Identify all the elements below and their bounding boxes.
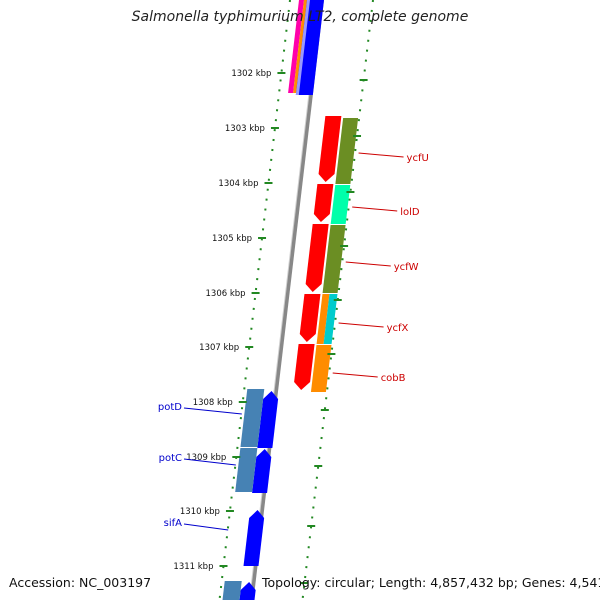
map-title: Salmonella typhimurium LT2, complete gen… xyxy=(131,9,469,25)
gene-label-ycfW: ycfW xyxy=(394,262,419,273)
left-guide-line xyxy=(218,0,291,601)
cog-box-bottom xyxy=(222,581,242,600)
gene-label-ycfX: ycfX xyxy=(387,323,409,334)
top-blue-cds xyxy=(295,0,324,95)
cog-box-potC xyxy=(235,448,258,492)
accession-text: Accession: NC_003197 xyxy=(9,575,152,590)
ruler-tick-label: 1307 kbp xyxy=(199,343,239,353)
ruler-tick-label: 1302 kbp xyxy=(231,69,271,79)
right-guide-line xyxy=(301,0,374,601)
gene-leader-line xyxy=(352,206,398,212)
gene-label-potC: potC xyxy=(159,453,182,464)
blue-cds-potC xyxy=(252,449,272,493)
gene-label-ycfU: ycfU xyxy=(407,153,429,164)
gene-labels: ycfU lolD ycfW ycfX cobB potD potC sifA xyxy=(158,152,429,531)
ruler-tick-label: 1309 kbp xyxy=(186,453,226,463)
ruler-tick-label: 1306 kbp xyxy=(206,289,246,299)
gene-leader-line xyxy=(358,152,404,158)
ruler-tick-label: 1308 kbp xyxy=(193,398,233,408)
ruler-tick-label: 1310 kbp xyxy=(180,507,220,517)
red-cds-4 xyxy=(299,294,321,342)
ruler-tick-label: 1304 kbp xyxy=(218,179,258,189)
red-cds-2 xyxy=(313,184,334,222)
gene-features xyxy=(222,0,359,600)
gene-leader-line xyxy=(345,261,391,267)
cog-box-ycfW xyxy=(322,225,346,293)
ruler-tick-label: 1311 kbp xyxy=(173,562,213,572)
red-cds-5 xyxy=(294,344,315,390)
backbone-line xyxy=(249,0,324,601)
genome-backbone xyxy=(249,0,324,601)
cog-box-cobB xyxy=(310,345,332,392)
gene-leader-line xyxy=(183,458,236,466)
cog-box-ycfX-cyan xyxy=(323,294,338,344)
gene-label-potD: potD xyxy=(158,402,182,413)
blue-cds-sifA xyxy=(243,510,265,566)
dotted-guide-lines xyxy=(218,0,374,601)
topology-text: Topology: circular; Length: 4,857,432 bp… xyxy=(262,575,600,590)
gene-leader-line xyxy=(183,523,229,531)
top-magenta-box xyxy=(288,0,304,93)
gene-leader-line xyxy=(332,372,378,378)
top-blue-cds-edge xyxy=(295,0,310,95)
ruler-tick-label: 1305 kbp xyxy=(212,234,252,244)
gene-leader-line xyxy=(338,322,384,328)
gene-label-cobB: cobB xyxy=(381,373,406,384)
cog-box-ycfX-orange xyxy=(316,294,330,344)
red-cds-3 xyxy=(305,224,329,292)
cog-box-ycfU xyxy=(335,118,359,184)
ruler-tick-label: 1303 kbp xyxy=(225,124,265,134)
kbp-ruler: 1302 kbp 1303 kbp 1304 kbp 1305 kbp 1306 kbp… xyxy=(173,69,368,584)
red-cds-1 xyxy=(318,116,342,182)
cog-box-potD xyxy=(240,389,265,447)
gene-label-lolD: lolD xyxy=(400,207,420,218)
gene-leader-line xyxy=(183,407,242,415)
gene-label-sifA: sifA xyxy=(164,518,183,529)
cog-box-lolD xyxy=(330,185,351,224)
blue-cds-potD xyxy=(257,391,279,448)
blue-cds-bottom xyxy=(239,582,256,600)
backbone-highlight xyxy=(249,0,321,601)
